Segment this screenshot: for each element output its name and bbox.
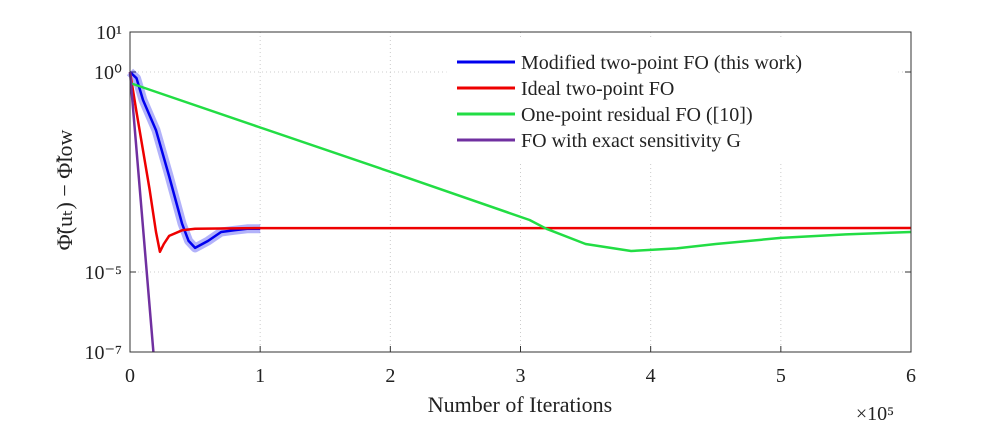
legend-label: Ideal two-point FO	[521, 78, 674, 100]
y-tick-label: 10⁻⁵	[84, 262, 122, 284]
series-line	[128, 71, 912, 254]
legend-label: Modified two-point FO (this work)	[521, 52, 802, 74]
y-tick-label: 10⁰	[94, 62, 122, 84]
series-line	[129, 71, 261, 250]
x-tick-label: 5	[776, 365, 786, 387]
series-line	[128, 71, 155, 353]
y-tick-label: 10⁻⁷	[84, 342, 122, 364]
x-tick-label: 1	[255, 365, 265, 387]
y-tick-label: 10¹	[96, 22, 122, 44]
x-tick-label: 6	[906, 365, 916, 387]
series-line	[129, 81, 912, 253]
legend-label: FO with exact sensitivity G	[521, 130, 741, 152]
x-axis-label: Number of Iterations	[428, 392, 613, 417]
y-axis-label: Φ̃(uₜ) − Φ̃low	[52, 130, 77, 251]
legend-label: One-point residual FO ([10])	[521, 104, 753, 126]
x-tick-label: 2	[385, 365, 395, 387]
plot-frame	[129, 31, 912, 353]
x-scale-label: ×10⁵	[856, 403, 894, 425]
x-tick-label: 4	[646, 365, 656, 387]
x-tick-label: 3	[516, 365, 526, 387]
x-tick-label: 0	[125, 365, 135, 387]
legend-box	[446, 39, 899, 163]
